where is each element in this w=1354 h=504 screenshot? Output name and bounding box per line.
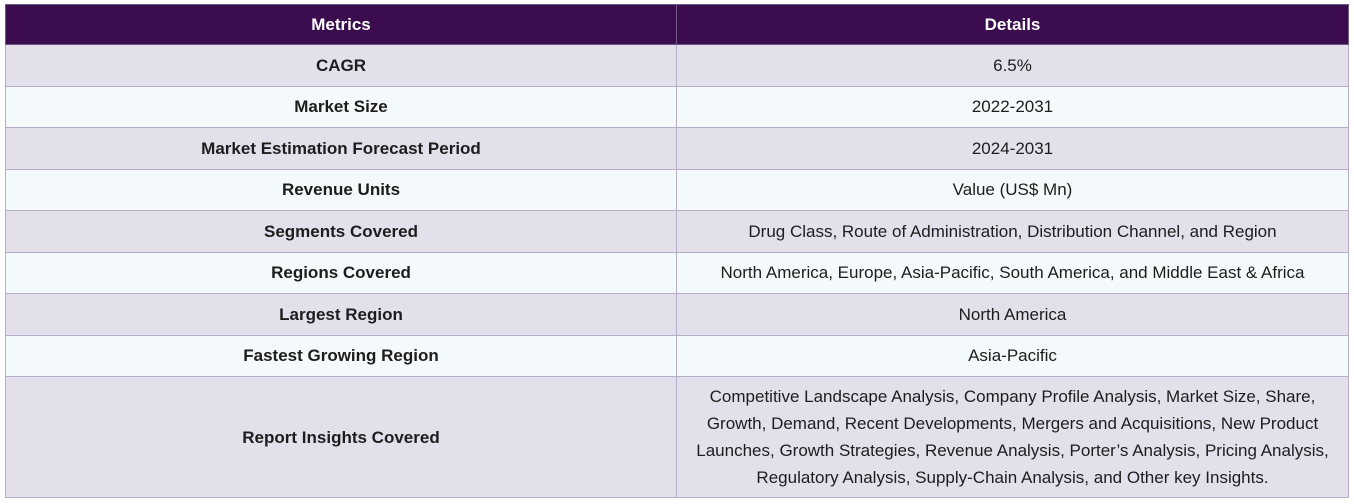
table-row: CAGR 6.5% <box>5 44 1349 87</box>
row-detail-fastest-growing-region: Asia-Pacific <box>676 334 1349 377</box>
row-detail-regions-covered: North America, Europe, Asia-Pacific, Sou… <box>676 251 1349 294</box>
row-metric-segments-covered: Segments Covered <box>5 210 677 253</box>
table-row: Market Estimation Forecast Period 2024-2… <box>5 127 1349 170</box>
table-row: Segments Covered Drug Class, Route of Ad… <box>5 210 1349 253</box>
row-detail-report-insights: Competitive Landscape Analysis, Company … <box>676 376 1349 498</box>
row-metric-cagr: CAGR <box>5 44 677 87</box>
table-row: Report Insights Covered Competitive Land… <box>5 376 1349 498</box>
row-detail-largest-region: North America <box>676 293 1349 336</box>
row-metric-report-insights: Report Insights Covered <box>5 376 677 498</box>
row-detail-revenue-units: Value (US$ Mn) <box>676 168 1349 211</box>
row-metric-fastest-growing-region: Fastest Growing Region <box>5 334 677 377</box>
row-detail-market-size: 2022-2031 <box>676 85 1349 128</box>
row-metric-revenue-units: Revenue Units <box>5 168 677 211</box>
row-metric-largest-region: Largest Region <box>5 293 677 336</box>
header-details: Details <box>676 4 1349 45</box>
table-row: Largest Region North America <box>5 293 1349 336</box>
row-metric-market-size: Market Size <box>5 85 677 128</box>
metrics-table: Metrics Details CAGR 6.5% Market Size 20… <box>5 4 1349 498</box>
table-row: Fastest Growing Region Asia-Pacific <box>5 334 1349 377</box>
table-row: Market Size 2022-2031 <box>5 85 1349 128</box>
row-metric-regions-covered: Regions Covered <box>5 251 677 294</box>
header-metrics: Metrics <box>5 4 677 45</box>
metrics-table-container: Metrics Details CAGR 6.5% Market Size 20… <box>5 4 1349 498</box>
row-detail-segments-covered: Drug Class, Route of Administration, Dis… <box>676 210 1349 253</box>
row-detail-cagr: 6.5% <box>676 44 1349 87</box>
table-row: Revenue Units Value (US$ Mn) <box>5 168 1349 211</box>
row-detail-forecast-period: 2024-2031 <box>676 127 1349 170</box>
table-header-row: Metrics Details <box>5 4 1349 45</box>
table-row: Regions Covered North America, Europe, A… <box>5 251 1349 294</box>
row-metric-forecast-period: Market Estimation Forecast Period <box>5 127 677 170</box>
